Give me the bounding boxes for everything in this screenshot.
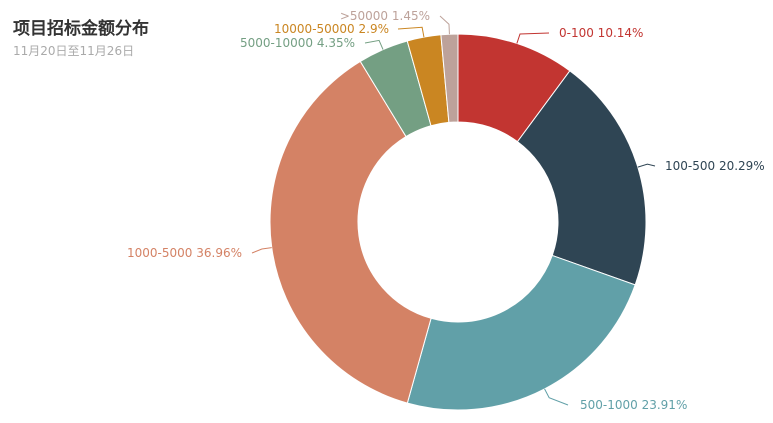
- slice-500-1000[interactable]: [406, 254, 636, 411]
- slice-1000-5000[interactable]: [269, 60, 432, 404]
- slice-label-100-500: 100-500 20.29%: [665, 159, 765, 173]
- chart-subtitle: 11月20日至11月26日: [13, 44, 135, 58]
- slice-label-10000-50000: 10000-50000 2.9%: [274, 22, 389, 36]
- slice-label->50000: >50000 1.45%: [340, 9, 430, 23]
- leader-line-500-1000: [544, 388, 569, 406]
- slice->50000[interactable]: [440, 33, 459, 123]
- leader-line-10000-50000: [397, 26, 425, 38]
- slice-100-500[interactable]: [516, 70, 647, 286]
- leader-line-0-100: [516, 32, 550, 44]
- leader-line-1000-5000: [251, 247, 272, 254]
- leader-line-100-500: [637, 163, 656, 168]
- slice-label-1000-5000: 1000-5000 36.96%: [127, 246, 242, 260]
- chart-title: 项目招标金额分布: [13, 19, 149, 39]
- leader-line->50000: [439, 15, 450, 35]
- slice-label-0-100: 0-100 10.14%: [559, 26, 643, 40]
- leader-line-5000-10000: [364, 39, 384, 50]
- slice-label-500-1000: 500-1000 23.91%: [580, 398, 687, 412]
- slice-label-5000-10000: 5000-10000 4.35%: [240, 36, 355, 50]
